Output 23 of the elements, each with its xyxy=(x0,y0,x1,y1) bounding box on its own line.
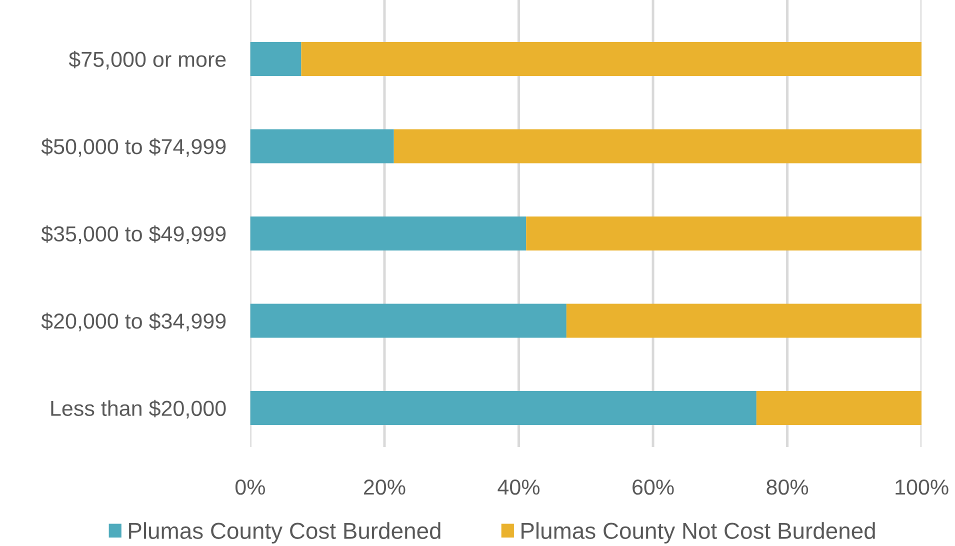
x-tick-label: 40% xyxy=(498,480,540,495)
y-tick-label: $20,000 to $34,999 xyxy=(41,312,226,332)
legend-label: Plumas County Cost Burdened xyxy=(129,522,440,544)
x-tick-label: 20% xyxy=(364,480,406,495)
bar xyxy=(301,42,922,76)
bar xyxy=(250,304,566,338)
y-tick-label: Less than $20,000 xyxy=(51,400,226,419)
y-tick-label: $50,000 to $74,999 xyxy=(41,138,226,157)
bar xyxy=(250,42,302,76)
y-tick-label: $35,000 to $49,999 xyxy=(41,225,226,244)
bar xyxy=(394,129,922,164)
bar xyxy=(566,304,922,338)
legend-label: Plumas County Not Cost Burdened xyxy=(522,522,875,544)
bar xyxy=(526,216,922,251)
x-tick-label: 0% xyxy=(235,480,265,495)
bar xyxy=(756,390,922,426)
bar xyxy=(250,216,526,251)
bar xyxy=(250,390,756,426)
x-tick-label: 100% xyxy=(896,480,948,495)
x-tick-label: 60% xyxy=(632,480,674,495)
bar xyxy=(250,129,394,164)
x-tick-label: 80% xyxy=(766,480,808,495)
y-tick-label: $75,000 or more xyxy=(68,50,226,70)
